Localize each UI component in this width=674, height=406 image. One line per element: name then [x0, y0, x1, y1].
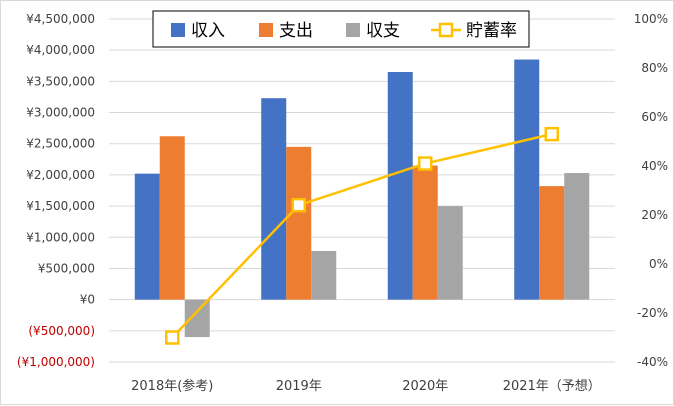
right-tick-label: 20% — [641, 208, 668, 222]
legend-box — [152, 10, 530, 48]
legend: 収入 支出 収支 貯蓄率 — [152, 10, 530, 48]
bar-支出 — [159, 136, 185, 300]
legend-swatch-marker — [438, 22, 454, 38]
bar-収支 — [184, 299, 210, 338]
legend-swatch — [346, 23, 360, 37]
legend-label: 収入 — [191, 21, 225, 41]
bar-収支 — [564, 173, 590, 300]
left-tick-label: (¥1,000,000) — [17, 355, 95, 369]
bar-収入 — [514, 59, 540, 300]
legend-label: 貯蓄率 — [466, 21, 517, 41]
legend-label: 支出 — [279, 21, 313, 41]
left-tick-label: ¥1,500,000 — [26, 199, 95, 213]
legend-swatch — [171, 23, 185, 37]
left-tick-label: (¥500,000) — [28, 324, 95, 338]
category-label: 2020年 — [402, 379, 448, 394]
category-label: 2018年(参考) — [131, 378, 213, 394]
line-marker — [544, 126, 559, 142]
left-axis: (¥1,000,000) (¥500,000) ¥0 ¥500,000 ¥1,000,0… — [17, 12, 95, 369]
savings-rate-line — [165, 126, 559, 345]
left-tick-label: ¥3,500,000 — [26, 74, 95, 88]
bar-支出 — [286, 146, 312, 300]
left-tick-label: ¥4,500,000 — [26, 12, 95, 26]
left-tick-label: ¥3,000,000 — [26, 106, 95, 120]
line-marker — [418, 156, 433, 171]
right-tick-label: 100% — [634, 12, 668, 26]
left-tick-label: ¥500,000 — [38, 261, 95, 275]
left-tick-label: ¥4,000,000 — [26, 43, 95, 57]
bar-収支 — [437, 206, 463, 300]
bar-収入 — [261, 98, 287, 300]
line-marker — [291, 197, 306, 213]
left-tick-label: ¥0 — [80, 293, 95, 307]
line-貯蓄率 — [171, 132, 553, 339]
legend-label: 収支 — [366, 21, 400, 41]
bar-支出 — [539, 186, 565, 300]
bar-収入 — [387, 72, 413, 300]
left-tick-label: ¥2,000,000 — [26, 168, 95, 182]
legend-swatch — [259, 23, 273, 37]
line-marker — [165, 330, 180, 345]
bar-収入 — [134, 173, 160, 300]
bars — [134, 59, 590, 338]
right-axis: -40% -20% 0% 20% 40% 60% 80% 100% — [634, 12, 668, 369]
right-tick-label: 0% — [649, 257, 668, 271]
right-tick-label: 60% — [641, 110, 668, 124]
bar-支出 — [412, 165, 438, 300]
category-axis: 2018年(参考) 2019年 2020年 2021年（予想） — [131, 378, 601, 394]
category-label: 2019年 — [276, 379, 322, 394]
right-tick-label: -20% — [637, 306, 668, 320]
left-tick-label: ¥1,000,000 — [26, 230, 95, 244]
category-label: 2021年（予想） — [503, 378, 601, 394]
right-tick-label: 40% — [641, 159, 668, 173]
bar-収支 — [311, 250, 337, 300]
right-tick-label: 80% — [641, 61, 668, 75]
right-tick-label: -40% — [637, 355, 668, 369]
left-tick-label: ¥2,500,000 — [26, 137, 95, 151]
